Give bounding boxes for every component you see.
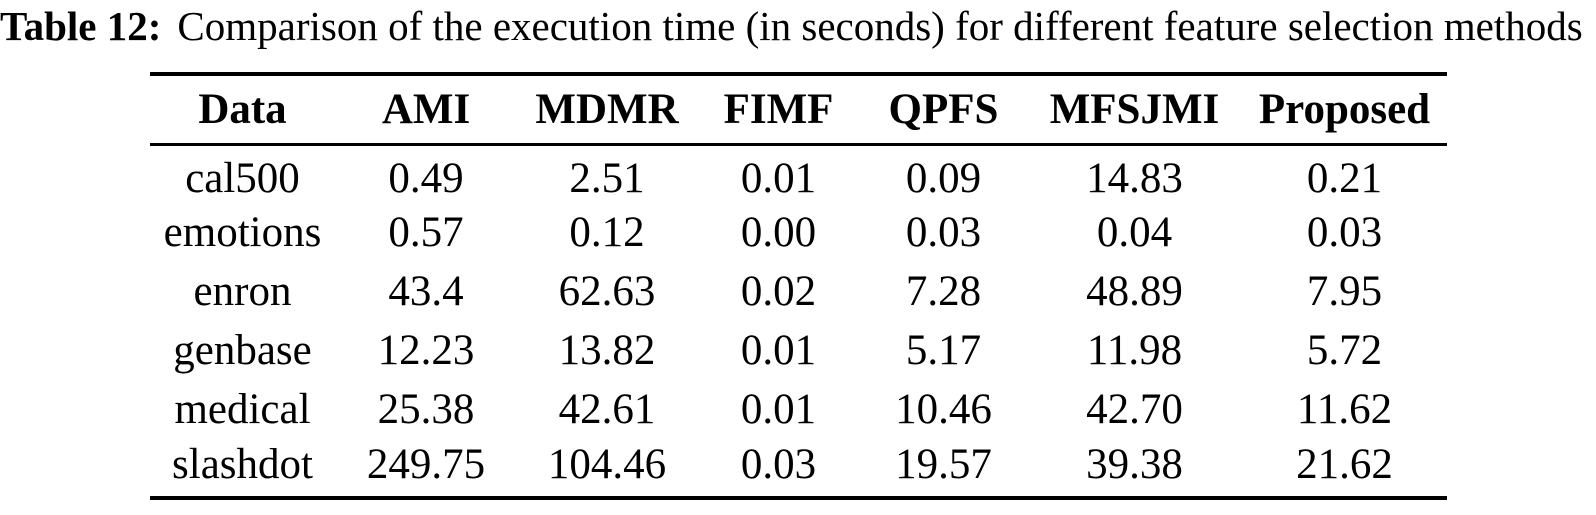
header-row: Data AMI MDMR FIMF QPFS MFSJMI Proposed [150,72,1447,146]
table-cell: 0.04 [1096,209,1173,256]
table-cell: 104.46 [517,439,697,500]
table-caption-label: Table 12: [0,3,162,49]
table-cell: 11.98 [1086,327,1183,374]
table-cell: 0.01 [740,386,817,433]
table-cell: 0.12 [569,209,645,256]
table-cell: 0.21 [1306,154,1383,202]
execution-time-table-container: Data AMI MDMR FIMF QPFS MFSJMI Proposed … [150,72,1447,500]
table-cell: 0.00 [740,209,817,256]
table-row-enron: enron 43.4 62.63 0.02 7.28 48.89 7.95 [150,262,1447,321]
table-cell: 25.38 [377,386,475,433]
column-header-mdmr: MDMR [517,72,697,146]
table-cell: 0.03 [697,439,860,500]
table-cell: 0.49 [388,154,464,202]
column-header-mfsjmi: MFSJMI [1027,72,1242,146]
table-cell: 39.38 [1027,439,1242,500]
table-cell: 0.02 [740,268,817,315]
execution-time-table: Data AMI MDMR FIMF QPFS MFSJMI Proposed … [150,72,1447,500]
table-cell: 0.57 [388,209,464,256]
row-label: cal500 [185,154,300,202]
row-label: genbase [173,327,312,374]
column-header-data: Data [150,72,335,146]
row-label: enron [193,268,292,315]
row-label: slashdot [150,439,335,500]
column-header-ami: AMI [335,72,517,146]
row-label: emotions [163,209,322,256]
column-header-fimf: FIMF [697,72,860,146]
table-cell: 21.62 [1242,439,1447,500]
table-cell: 42.61 [558,386,656,433]
table-cell: 2.51 [569,154,645,202]
table-row-emotions: emotions 0.57 0.12 0.00 0.03 0.04 0.03 [150,203,1447,262]
table-row-medical: medical 25.38 42.61 0.01 10.46 42.70 11.… [150,380,1447,439]
table-caption: Table 12: Comparison of the execution tim… [0,2,1596,50]
table-cell: 5.17 [905,327,982,374]
table-cell: 249.75 [335,439,517,500]
table-cell: 13.82 [558,327,656,374]
table-cell: 7.95 [1306,268,1383,315]
table-cell: 0.09 [905,154,982,202]
table-cell: 12.23 [377,327,475,374]
column-header-qpfs: QPFS [860,72,1027,146]
row-label: medical [174,386,311,433]
table-cell: 62.63 [558,268,656,315]
table-cell: 19.57 [860,439,1027,500]
table-cell: 0.01 [740,154,817,202]
table-cell: 7.28 [905,268,982,315]
column-header-proposed: Proposed [1242,72,1447,146]
table-cell: 0.03 [1306,209,1383,256]
table-caption-text: Comparison of the execution time (in sec… [177,3,1583,49]
table-cell: 0.03 [905,209,982,256]
table-row-cal500: cal500 0.49 2.51 0.01 0.09 14.83 0.21 [150,144,1447,203]
table-row-genbase: genbase 12.23 13.82 0.01 5.17 11.98 5.72 [150,321,1447,380]
table-row-slashdot: slashdot 249.75 104.46 0.03 19.57 39.38 … [150,439,1447,500]
table-cell: 5.72 [1306,327,1383,374]
table-cell: 14.83 [1086,154,1183,202]
table-cell: 48.89 [1086,268,1183,315]
table-cell: 42.70 [1086,386,1183,433]
table-cell: 10.46 [895,386,992,433]
table-cell: 0.01 [740,327,817,374]
table-cell: 43.4 [388,268,464,315]
table-cell: 11.62 [1296,386,1393,433]
